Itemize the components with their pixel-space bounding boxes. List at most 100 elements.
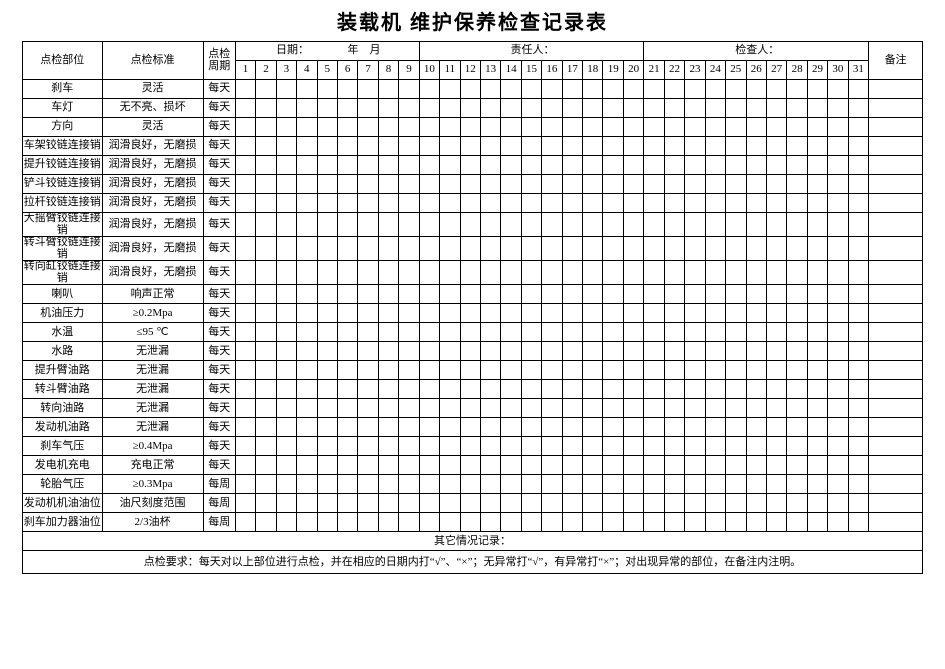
cell-day <box>440 494 460 513</box>
cell-day <box>480 156 500 175</box>
cell-day <box>787 494 807 513</box>
cell-day <box>337 437 357 456</box>
cell-day <box>766 437 786 456</box>
cell-day <box>256 456 276 475</box>
cell-day <box>276 175 296 194</box>
cell-day <box>848 342 869 361</box>
cell-day <box>358 361 378 380</box>
cell-day <box>583 175 603 194</box>
cell-day <box>399 137 419 156</box>
cell-day <box>542 285 562 304</box>
cell-day <box>603 456 623 475</box>
header-cycle: 点检周期 <box>203 42 235 80</box>
cell-day <box>440 175 460 194</box>
cell-day <box>419 237 439 261</box>
cell-day <box>337 118 357 137</box>
cell-day <box>623 156 644 175</box>
cell-day <box>644 380 664 399</box>
cell-day <box>685 418 705 437</box>
cell-day <box>297 494 317 513</box>
cell-day <box>521 304 541 323</box>
cell-day <box>705 237 725 261</box>
cell-day <box>358 285 378 304</box>
cell-day <box>480 399 500 418</box>
cell-day <box>521 261 541 285</box>
cell-day <box>705 99 725 118</box>
cell-day <box>685 456 705 475</box>
cell-day <box>807 118 827 137</box>
cell-day <box>807 304 827 323</box>
cell-day <box>440 156 460 175</box>
cell-day <box>460 399 480 418</box>
cell-day <box>460 418 480 437</box>
cell-day <box>542 304 562 323</box>
table-row: 转向油路无泄漏每天 <box>23 399 923 418</box>
cell-day <box>521 118 541 137</box>
cell-day <box>623 456 644 475</box>
cell-day <box>419 213 439 237</box>
cell-day <box>583 418 603 437</box>
cell-day <box>480 175 500 194</box>
cell-day <box>542 237 562 261</box>
cell-day <box>705 194 725 213</box>
cell-part: 轮胎气压 <box>23 475 103 494</box>
cell-day <box>419 285 439 304</box>
cell-day <box>440 304 460 323</box>
cell-day <box>235 285 255 304</box>
cell-day <box>807 437 827 456</box>
cell-day <box>807 213 827 237</box>
cell-day <box>664 380 684 399</box>
cell-day <box>807 456 827 475</box>
cell-day <box>848 418 869 437</box>
cell-day <box>644 456 664 475</box>
cell-day <box>501 380 521 399</box>
cell-day <box>358 118 378 137</box>
cell-day <box>603 118 623 137</box>
cell-day <box>828 118 848 137</box>
cell-day <box>787 418 807 437</box>
cell-day <box>419 513 439 532</box>
cell-day <box>521 194 541 213</box>
cell-day <box>787 380 807 399</box>
cell-day <box>521 399 541 418</box>
cell-day <box>664 323 684 342</box>
cell-day <box>297 418 317 437</box>
cell-day <box>787 156 807 175</box>
cell-day <box>317 494 337 513</box>
cell-day <box>726 380 746 399</box>
cell-day <box>358 194 378 213</box>
cell-day <box>358 399 378 418</box>
cell-day <box>623 380 644 399</box>
cell-day <box>460 213 480 237</box>
cell-day <box>460 361 480 380</box>
cell-day <box>378 380 398 399</box>
cell-day <box>276 494 296 513</box>
cell-remark <box>869 475 923 494</box>
cell-day <box>501 213 521 237</box>
table-row: 刹车气压≥0.4Mpa每天 <box>23 437 923 456</box>
cell-day <box>562 494 582 513</box>
cell-day <box>644 285 664 304</box>
cell-day <box>603 399 623 418</box>
cell-day <box>378 342 398 361</box>
cell-day <box>235 175 255 194</box>
cell-day <box>276 380 296 399</box>
cell-standard: 无泄漏 <box>102 418 203 437</box>
cell-day <box>787 456 807 475</box>
cell-day <box>297 237 317 261</box>
cell-remark <box>869 194 923 213</box>
cell-day <box>235 475 255 494</box>
cell-day <box>685 175 705 194</box>
cell-day <box>828 261 848 285</box>
cell-day <box>235 399 255 418</box>
cell-day <box>337 494 357 513</box>
cell-day <box>685 156 705 175</box>
cell-day <box>521 361 541 380</box>
cell-day <box>501 323 521 342</box>
cell-day <box>848 494 869 513</box>
table-row: 刹车加力器油位2/3油杯每周 <box>23 513 923 532</box>
cell-cycle: 每天 <box>203 194 235 213</box>
cell-day <box>501 494 521 513</box>
cell-day <box>378 399 398 418</box>
cell-day <box>787 118 807 137</box>
